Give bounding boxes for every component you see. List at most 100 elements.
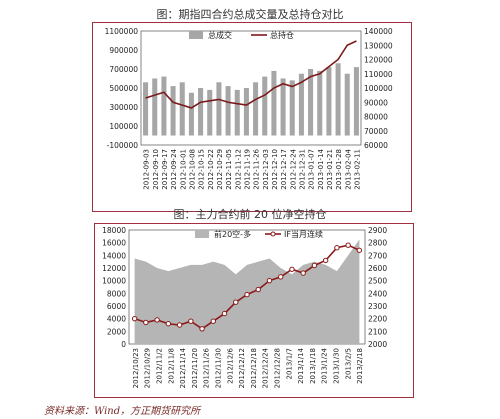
chart1-bar — [262, 76, 268, 136]
chart1-bar — [179, 82, 185, 136]
chart2-legend-label: IF当月连续 — [284, 229, 323, 239]
chart2-left-tick-label: 10000 — [102, 277, 126, 286]
chart2-line-point — [289, 266, 295, 272]
source-note: 资料来源：Wind，方正期货研究所 — [44, 406, 201, 417]
chart2-x-tick-label: 2012/12/28 — [274, 348, 282, 388]
chart2-right-tick-label: 2300 — [368, 302, 387, 311]
chart2-line-point — [356, 247, 363, 253]
chart1-bar — [344, 73, 350, 136]
chart2-line-point — [154, 317, 160, 323]
chart1-left-tick-label: 500000 — [109, 84, 138, 93]
chart2-x-tick-label: 2013/1/24 — [321, 347, 329, 383]
chart1-title: 图：期指四合约总成交量及总持仓对比 — [156, 8, 344, 21]
chart2-line-point — [345, 242, 351, 248]
chart2-line-point — [165, 321, 172, 327]
chart1-bar — [280, 78, 286, 136]
chart1-x-tick-label: 2013-01-14 — [317, 148, 325, 189]
chart1-bar — [243, 88, 249, 136]
chart1-x-tick-label: 2012-10-22 — [207, 149, 215, 190]
chart1-bar — [326, 67, 332, 136]
chart1-left-tick-label: 700000 — [109, 65, 138, 74]
chart2-left-tick-label: 12000 — [102, 264, 126, 273]
chart2-line-point — [143, 319, 149, 326]
chart2-left-tick-label: 4000 — [107, 315, 126, 324]
chart2-line-point — [266, 277, 273, 284]
chart1-x-tick-label: 2012-11-05 — [225, 149, 233, 190]
chart2-x-tick-label: 2012/11/20 — [191, 348, 199, 388]
chart2-right-tick-label: 2100 — [368, 327, 387, 336]
chart1-bar — [353, 67, 359, 136]
chart1-x-tick-label: 2012-11-19 — [243, 149, 251, 190]
chart1-x-tick-label: 2012-09-24 — [170, 148, 178, 189]
chart2-left-tick-label: 6000 — [107, 302, 126, 311]
chart2-right-tick-label: 2900 — [368, 226, 387, 235]
chart2-left-tick-label: 16000 — [102, 239, 126, 248]
chart2-legend-label: 前20空-多 — [214, 229, 251, 239]
chart2-x-tick-label: 2012/12/6 — [226, 347, 234, 383]
chart1-left-tick-label: 1100000 — [105, 27, 139, 36]
chart1-right-tick-label: 70000 — [364, 127, 388, 136]
chart1-right-tick-label: 90000 — [364, 98, 388, 107]
chart1-x-tick-label: 2013-01-28 — [335, 149, 343, 190]
chart2-line-point — [233, 299, 239, 305]
chart1-plot-area — [140, 30, 362, 146]
chart1-bar — [234, 89, 240, 136]
chart1-bar — [152, 78, 158, 136]
chart2-left-tick-label: 14000 — [102, 251, 126, 260]
chart2-x-tick-label: 2013/1/30 — [333, 348, 341, 384]
chart1-legend-label: 总持仓 — [270, 30, 294, 40]
chart1-right-tick-label: 110000 — [364, 70, 393, 79]
chart2-area — [134, 239, 360, 344]
chart2-x-tick-label: 2012/11/30 — [215, 348, 223, 388]
chart2-line-point — [300, 270, 306, 276]
chart1-right-tick-label: 80000 — [364, 113, 388, 122]
chart2-right-tick-label: 2400 — [368, 289, 387, 298]
chart2-x-tick-label: 2012/10/29 — [144, 348, 152, 388]
chart1-bar — [308, 69, 314, 136]
chart2-legend-marker — [270, 231, 276, 237]
chart2-x-tick-label: 2012/12/18 — [250, 348, 258, 388]
chart1-svg: -100000 100000 300000 500000 700000 900000 110… — [105, 27, 393, 190]
chart1-left-tick-label: 300000 — [109, 103, 138, 112]
chart2-left-tick-label: 2000 — [107, 327, 126, 336]
chart2-left-tick-label: 18000 — [102, 226, 126, 235]
chart2-right-tick-label: 2200 — [368, 315, 387, 324]
chart1-x-tick-label: 2013-01-21 — [326, 149, 334, 190]
chart2-line-point — [221, 310, 228, 317]
chart1-x-tick-label: 2012-12-24 — [289, 148, 297, 189]
chart1-x-tick-label: 2012-09-10 — [152, 149, 160, 190]
chart2-line-point — [176, 322, 183, 328]
chart2-svg: 0 2000 4000 6000 8000 10000 12000 14000 16000 180… — [102, 226, 387, 388]
chart2-x-tick-label: 2013/2/18 — [356, 348, 364, 384]
chart1-x-tick-label: 2012-11-12 — [234, 149, 242, 190]
chart2-line-point — [311, 262, 318, 269]
chart1-x-tick-label: 2013-02-04 — [344, 148, 352, 189]
chart2-x-tick-label: 2013/1/18 — [309, 348, 317, 384]
chart1-bar — [216, 82, 222, 136]
chart1-x-tick-label: 2012-12-31 — [298, 149, 306, 190]
chart1-frame: -100000 100000 300000 500000 700000 900000 110… — [92, 22, 412, 212]
chart2-x-tick-label: 2012/11/26 — [203, 347, 211, 388]
chart2-frame: 0 2000 4000 6000 8000 10000 12000 14000 16000 180… — [94, 223, 414, 398]
chart1-x-tick-label: 2012-12-17 — [280, 149, 288, 190]
chart1-right-tick-label: 100000 — [364, 84, 393, 93]
chart2-line-point — [199, 326, 205, 332]
chart2-right-tick-label: 2800 — [368, 239, 387, 248]
chart2-line-point — [210, 318, 216, 324]
chart2-right-tick-label: 2600 — [368, 264, 387, 273]
chart2-line-point — [278, 274, 284, 280]
chart2-line-point — [255, 286, 261, 293]
chart1-left-tick-label: 900000 — [109, 46, 138, 55]
chart2-x-tick-label: 2012/11/14 — [179, 347, 187, 388]
chart1-x-tick-label: 2013-02-11 — [353, 149, 361, 190]
chart1-bar — [253, 82, 259, 136]
chart2-right-tick-label: 2000 — [368, 340, 387, 349]
chart1-bar — [198, 88, 204, 136]
chart1-bar — [207, 89, 213, 136]
chart1-right-tick-label: 60000 — [364, 141, 388, 150]
chart2-x-tick-label: 2012/12/12 — [238, 348, 246, 388]
chart1-bar — [170, 86, 176, 136]
chart1-bar — [188, 92, 194, 136]
chart2-left-tick-label: 8000 — [107, 289, 126, 298]
chart1-x-tick-label: 2012-09-17 — [161, 149, 169, 190]
